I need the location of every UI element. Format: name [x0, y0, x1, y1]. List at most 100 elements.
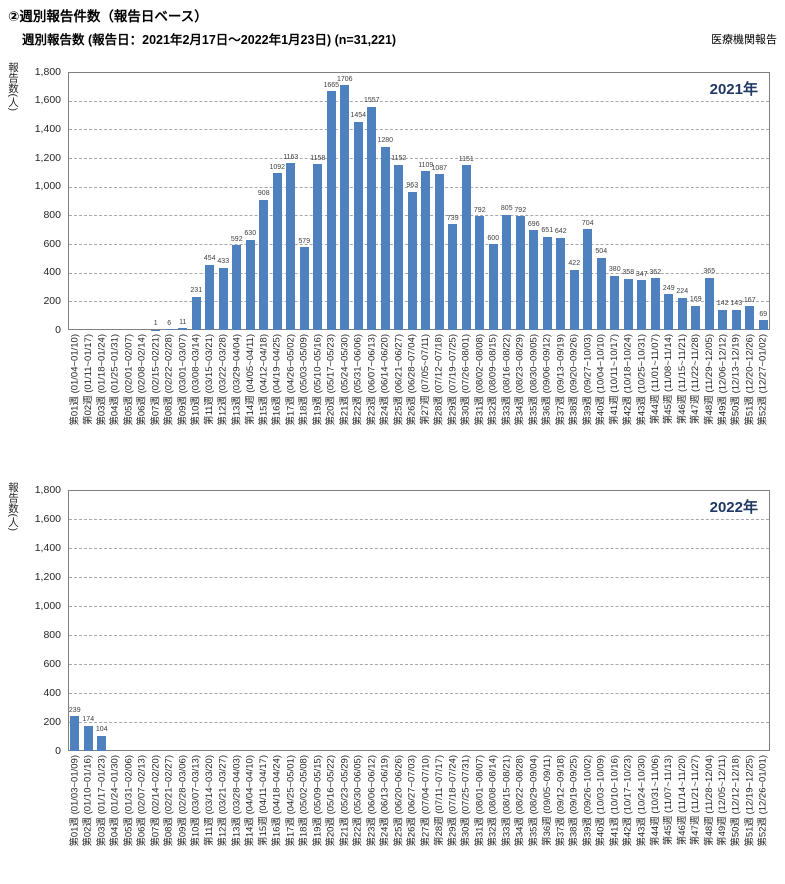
x-tick-label: 第19週 (05/09~05/15)	[312, 755, 324, 847]
x-tick-label: 第32週 (08/09~08/15)	[487, 334, 499, 426]
y-tick-label: 0	[55, 323, 61, 336]
x-tick-label: 第04週 (01/24~01/30)	[109, 755, 121, 847]
x-tick-label: 第14週 (04/04~04/10)	[244, 755, 256, 847]
bar-value-label: 365	[703, 268, 716, 276]
x-tick-label: 第05週 (02/01~02/07)	[123, 334, 135, 426]
bar-value-label: 792	[473, 206, 486, 214]
bar-value-label: 739	[446, 214, 459, 222]
bar-value-label: 1557	[363, 97, 380, 105]
gridline	[69, 301, 769, 303]
x-tick-label: 第34週 (08/23~08/29)	[514, 334, 526, 426]
bar-value-label: 167	[743, 296, 756, 304]
x-tick-label: 第28週 (07/11~07/17)	[433, 755, 445, 846]
bar-value-label: 579	[298, 237, 311, 245]
bar-value-label: 1280	[377, 137, 394, 145]
x-tick-label: 第43週 (10/24~10/30)	[636, 755, 648, 847]
x-tick-label: 第05週 (01/31~02/06)	[123, 755, 135, 847]
x-tick-label: 第22週 (05/31~06/06)	[352, 334, 364, 426]
bar	[731, 309, 741, 330]
bar-value-label: 805	[500, 205, 513, 213]
bar	[353, 121, 363, 330]
x-tick-label: 第44週 (11/01~11/07)	[649, 334, 661, 425]
x-tick-label: 第13週 (03/28~04/03)	[231, 755, 243, 847]
x-tick-label: 第10週 (03/07~03/13)	[190, 755, 202, 847]
y-tick-label: 400	[43, 266, 61, 279]
bar-value-label: 69	[759, 310, 768, 318]
bar	[164, 329, 174, 330]
gridline	[69, 129, 769, 131]
x-tick-label: 第34週 (08/22~08/28)	[514, 755, 526, 847]
bar	[704, 277, 714, 330]
bar-value-label: 224	[676, 288, 689, 296]
bar-value-label: 11	[179, 318, 187, 326]
x-tick-label: 第23週 (06/06~06/12)	[366, 755, 378, 847]
bar-value-label: 963	[406, 182, 419, 190]
x-tick-label: 第38週 (09/20~09/26)	[568, 334, 580, 426]
x-tick-label: 第17週 (04/25~05/01)	[285, 755, 297, 847]
x-tick-label: 第17週 (04/26~05/02)	[285, 334, 297, 426]
y-tick-label: 400	[43, 686, 61, 699]
bar	[569, 269, 579, 330]
y-tick-label: 200	[43, 715, 61, 728]
bar	[637, 280, 647, 330]
x-tick-label: 第27週 (07/04~07/10)	[420, 755, 432, 847]
gridline	[69, 635, 769, 636]
x-tick-label: 第45週 (11/07~11/13)	[663, 755, 675, 846]
bar	[97, 735, 107, 751]
bar-value-label: 908	[257, 190, 270, 198]
bar	[745, 306, 755, 330]
bar	[70, 716, 80, 751]
x-tick-label: 第28週 (07/12~07/18)	[433, 334, 445, 426]
gridline	[69, 722, 769, 723]
x-tick-label: 第08週 (02/21~02/27)	[163, 755, 175, 847]
bar-value-label: 104	[95, 726, 108, 734]
bar-value-label: 1151	[458, 155, 474, 163]
bar-value-label: 174	[82, 716, 95, 724]
x-tick-label: 第27週 (07/05~07/11)	[420, 334, 432, 425]
bar-value-label: 1158	[310, 154, 326, 162]
gridline	[69, 606, 769, 607]
bar-value-label: 143	[730, 300, 743, 307]
bar	[191, 296, 201, 330]
x-tick-label: 第10週 (03/08~03/14)	[190, 334, 202, 426]
bar-value-label: 630	[244, 230, 257, 238]
bar-value-label: 1706	[336, 75, 353, 83]
bar-value-label: 433	[217, 258, 230, 266]
x-tick-label: 第51週 (12/20~12/26)	[744, 334, 756, 426]
y-tick-label: 1,800	[34, 65, 61, 78]
bar-value-label: 454	[203, 255, 216, 263]
bar	[83, 725, 93, 751]
bar-value-label: 1109	[418, 161, 434, 169]
x-tick-label: 第51週 (12/19~12/25)	[744, 755, 756, 847]
x-tick-label: 第19週 (05/10~05/16)	[312, 334, 324, 426]
x-tick-label: 第04週 (01/25~01/31)	[109, 334, 121, 426]
bar	[245, 239, 255, 330]
x-tick-label: 第07週 (02/15~02/21)	[150, 334, 162, 426]
x-tick-label: 第20週 (05/17~05/23)	[325, 334, 337, 426]
bar	[232, 245, 242, 330]
bar-value-label: 6	[167, 319, 172, 327]
plot-area	[68, 490, 770, 751]
x-tick-label: 第49週 (12/05~12/11)	[717, 755, 729, 846]
x-tick-label: 第16週 (04/19~04/25)	[271, 334, 283, 426]
y-axis-title-2022: 報告数(人)	[7, 482, 19, 531]
x-tick-label: 第49週 (12/06~12/12)	[717, 334, 729, 426]
bar-value-label: 1454	[350, 112, 367, 120]
x-tick-label: 第22週 (05/30~06/05)	[352, 755, 364, 847]
bar	[340, 85, 350, 330]
x-tick-label: 第08週 (02/22~02/28)	[163, 334, 175, 426]
x-tick-label: 第07週 (02/14~02/20)	[150, 755, 162, 847]
x-tick-label: 第30週 (07/25~07/31)	[460, 755, 472, 847]
x-tick-label: 第06週 (02/08~02/14)	[136, 334, 148, 426]
x-tick-label: 第26週 (06/27~07/03)	[406, 755, 418, 847]
y-tick-label: 1,000	[34, 599, 61, 612]
gridline	[69, 186, 769, 188]
bar-value-label: 380	[608, 266, 621, 274]
bar	[691, 305, 701, 330]
bar	[718, 309, 728, 330]
x-tick-label: 第16週 (04/18~04/24)	[271, 755, 283, 847]
bar-value-label: 142	[716, 300, 729, 308]
x-tick-label: 第09週 (02/28~03/06)	[177, 755, 189, 847]
bar	[664, 294, 674, 330]
x-tick-label: 第52週 (12/26~01/01)	[757, 755, 769, 847]
